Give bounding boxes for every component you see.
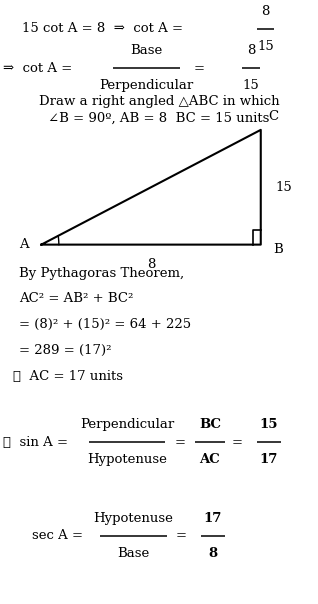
Text: Perpendicular: Perpendicular <box>80 418 174 431</box>
Text: = (8)² + (15)² = 64 + 225: = (8)² + (15)² = 64 + 225 <box>19 318 191 332</box>
Text: 17: 17 <box>204 512 222 525</box>
Text: = 289 = (17)²: = 289 = (17)² <box>19 344 112 358</box>
Text: Perpendicular: Perpendicular <box>99 79 193 92</box>
Text: =: = <box>174 435 185 449</box>
Text: =: = <box>193 62 204 75</box>
Text: 15: 15 <box>257 40 274 53</box>
Text: Hypotenuse: Hypotenuse <box>93 512 174 525</box>
Text: 15: 15 <box>243 79 259 92</box>
Text: =: = <box>176 529 187 542</box>
Text: Base: Base <box>117 547 150 560</box>
Text: ⇒  cot A =: ⇒ cot A = <box>3 62 73 75</box>
Text: A: A <box>19 238 29 251</box>
Text: AC² = AB² + BC²: AC² = AB² + BC² <box>19 292 134 306</box>
Text: ∠B = 90º, AB = 8  BC = 15 units: ∠B = 90º, AB = 8 BC = 15 units <box>48 111 270 124</box>
Text: By Pythagoras Theorem,: By Pythagoras Theorem, <box>19 266 184 280</box>
Text: 15 cot A = 8  ⇒  cot A =: 15 cot A = 8 ⇒ cot A = <box>22 22 188 36</box>
Text: 8: 8 <box>209 547 218 560</box>
Text: Base: Base <box>130 44 162 57</box>
Text: sec A =: sec A = <box>32 529 83 542</box>
Text: ∴  AC = 17 units: ∴ AC = 17 units <box>13 370 123 384</box>
Text: ∴  sin A =: ∴ sin A = <box>3 435 68 449</box>
Text: =: = <box>232 435 242 449</box>
Text: B: B <box>273 243 283 256</box>
Text: Draw a right angled △ABC in which: Draw a right angled △ABC in which <box>39 95 279 108</box>
Text: 17: 17 <box>259 453 278 466</box>
Text: 8: 8 <box>261 5 270 18</box>
Text: 15: 15 <box>275 181 292 194</box>
Text: 15: 15 <box>259 418 278 431</box>
Text: AC: AC <box>199 453 220 466</box>
Text: 8: 8 <box>247 44 255 57</box>
Text: 8: 8 <box>147 258 155 271</box>
Text: Hypotenuse: Hypotenuse <box>87 453 167 466</box>
Text: C: C <box>269 109 279 123</box>
Text: BC: BC <box>199 418 221 431</box>
